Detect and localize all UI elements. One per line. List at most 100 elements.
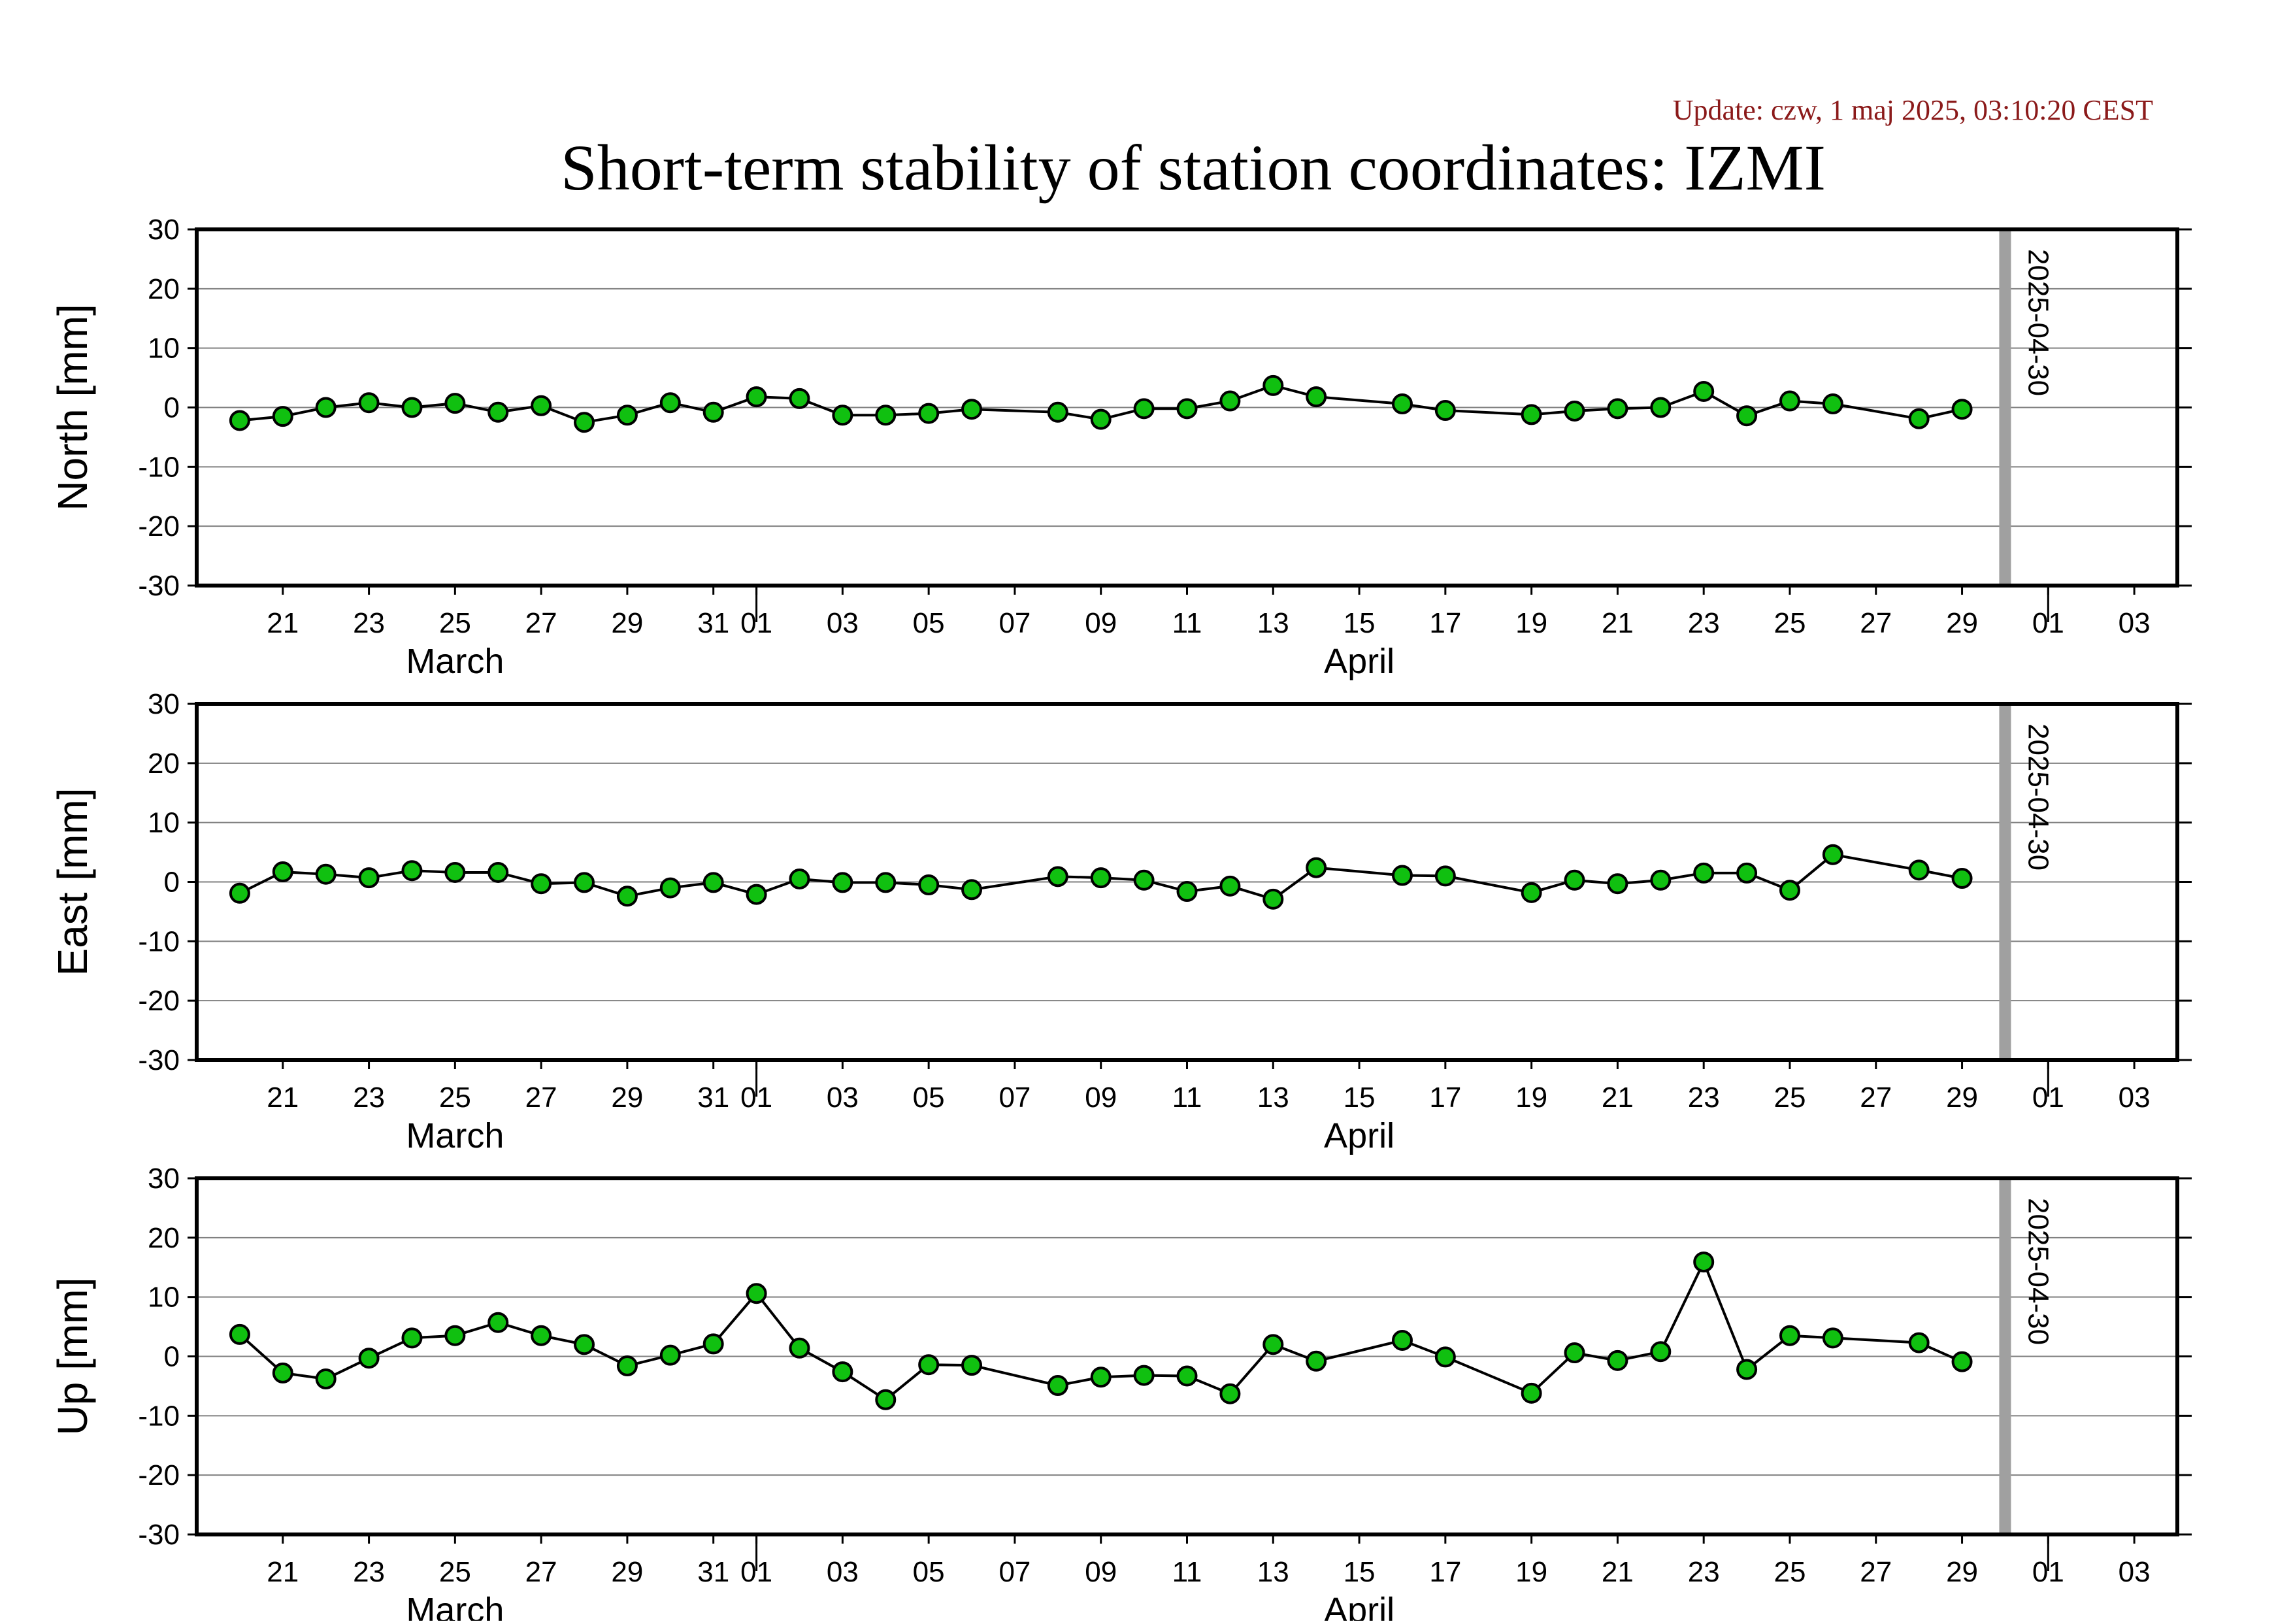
- x-tick-label: 13: [1257, 1556, 1289, 1588]
- y-tick-label: -20: [138, 510, 180, 542]
- data-point: [659, 877, 681, 899]
- data-point: [1047, 866, 1068, 887]
- x-tick-label: 27: [525, 1556, 557, 1588]
- data-point: [789, 388, 810, 409]
- x-tick-label: 29: [611, 1082, 643, 1114]
- y-tick-label: -30: [138, 570, 180, 602]
- x-tick-label: 21: [1602, 1082, 1634, 1114]
- data-point: [832, 872, 853, 893]
- data-point: [789, 1337, 810, 1359]
- x-tick-label: 25: [439, 1556, 471, 1588]
- y-tick-label: -10: [138, 925, 180, 957]
- data-point: [1090, 408, 1112, 430]
- panel-2: 30 20 10 0 -10 -20 -30 Up [mm] 2025-04-30 21 23 25 2…: [49, 1163, 2192, 1624]
- y-axis-label: North [mm]: [49, 304, 96, 510]
- data-point: [444, 1325, 466, 1346]
- data-point: [401, 397, 423, 418]
- data-point: [358, 867, 380, 889]
- x-tick-label: 05: [913, 1082, 945, 1114]
- y-axis-label: East [mm]: [49, 787, 96, 976]
- panels-group: 30 20 10 0 -10 -20 -30 North [mm] 2025-04-30 21 23…: [49, 214, 2192, 1624]
- data-point: [487, 861, 509, 883]
- x-tick-label: 19: [1515, 607, 1547, 639]
- data-point: [315, 1368, 337, 1390]
- x-tick-label: 31: [697, 1082, 729, 1114]
- data-point: [487, 401, 509, 423]
- data-point: [961, 399, 983, 420]
- data-point: [1262, 888, 1284, 910]
- data-point: [1176, 1365, 1198, 1387]
- data-point: [702, 1333, 724, 1355]
- x-tick-label: 25: [1774, 1082, 1806, 1114]
- x-tick-label: 29: [1946, 1082, 1978, 1114]
- data-point: [875, 1389, 897, 1410]
- data-point: [401, 1327, 423, 1349]
- x-tick-label: 09: [1085, 1082, 1117, 1114]
- y-tick-label: -10: [138, 451, 180, 483]
- data-point: [574, 412, 595, 433]
- x-tick-label: 11: [1172, 1556, 1202, 1588]
- x-tick-label: 03: [2119, 1556, 2151, 1588]
- date-marker-label: 2025-04-30: [2022, 249, 2054, 396]
- x-tick-label: 25: [1774, 607, 1806, 639]
- data-point: [1306, 857, 1327, 878]
- x-tick-label: 07: [998, 607, 1031, 639]
- x-tick-label: 03: [827, 1082, 859, 1114]
- data-point: [1607, 873, 1628, 895]
- x-tick-label: 31: [697, 607, 729, 639]
- month-label: March: [406, 642, 504, 681]
- x-tick-label: 21: [267, 1556, 299, 1588]
- data-point: [1521, 404, 1542, 425]
- x-tick-label: 23: [353, 1556, 385, 1588]
- date-marker-label: 2025-04-30: [2022, 1198, 2054, 1345]
- x-tick-label: 17: [1429, 1556, 1461, 1588]
- data-point: [1434, 1346, 1456, 1368]
- x-tick-label: 17: [1429, 1082, 1461, 1114]
- data-point: [1650, 869, 1672, 891]
- data-point: [229, 1323, 250, 1345]
- data-point: [875, 405, 897, 426]
- month-label: March: [406, 1116, 504, 1155]
- data-point: [616, 1355, 638, 1377]
- y-tick-label: 10: [148, 333, 180, 365]
- x-tick-label: 25: [1774, 1556, 1806, 1588]
- data-point: [1521, 882, 1542, 903]
- data-point: [1133, 398, 1155, 420]
- month-label: April: [1324, 1591, 1394, 1621]
- x-tick-label: 03: [827, 1556, 859, 1588]
- data-point: [832, 405, 853, 426]
- update-timestamp: Update: czw, 1 maj 2025, 03:10:20 CEST: [1673, 94, 2153, 126]
- x-tick-label: 21: [267, 607, 299, 639]
- x-tick-label: 23: [353, 607, 385, 639]
- data-point: [789, 868, 810, 889]
- data-point: [1176, 881, 1198, 903]
- data-point: [1779, 880, 1800, 901]
- x-tick-label: 27: [525, 1082, 557, 1114]
- x-tick-label: 29: [611, 1556, 643, 1588]
- data-point: [1693, 1251, 1715, 1273]
- data-point: [1219, 390, 1241, 412]
- x-tick-label: 13: [1257, 1082, 1289, 1114]
- data-point: [1693, 380, 1715, 402]
- data-point: [1434, 865, 1456, 887]
- x-tick-label: 27: [1860, 1082, 1892, 1114]
- x-tick-label: 21: [1602, 607, 1634, 639]
- y-tick-label: 20: [148, 748, 180, 780]
- date-marker-label: 2025-04-30: [2022, 723, 2054, 870]
- data-point: [1219, 1383, 1241, 1404]
- data-point: [1736, 1359, 1758, 1380]
- x-tick-label: 27: [1860, 607, 1892, 639]
- x-tick-label: 07: [998, 1556, 1031, 1588]
- data-point: [1391, 865, 1413, 886]
- data-point: [702, 401, 724, 423]
- y-tick-label: 0: [164, 392, 180, 424]
- data-point: [1822, 1327, 1843, 1349]
- panel-1: 30 20 10 0 -10 -20 -30 East [mm] 2025-04-30 21 23 2…: [49, 688, 2192, 1155]
- data-point: [1779, 390, 1800, 412]
- y-tick-label: 0: [164, 1341, 180, 1373]
- x-tick-label: 15: [1344, 1556, 1376, 1588]
- panel-0: 30 20 10 0 -10 -20 -30 North [mm] 2025-04-30 21 23…: [49, 214, 2192, 681]
- data-point: [1391, 393, 1413, 415]
- y-tick-label: -30: [138, 1044, 180, 1076]
- data-point: [1736, 862, 1758, 884]
